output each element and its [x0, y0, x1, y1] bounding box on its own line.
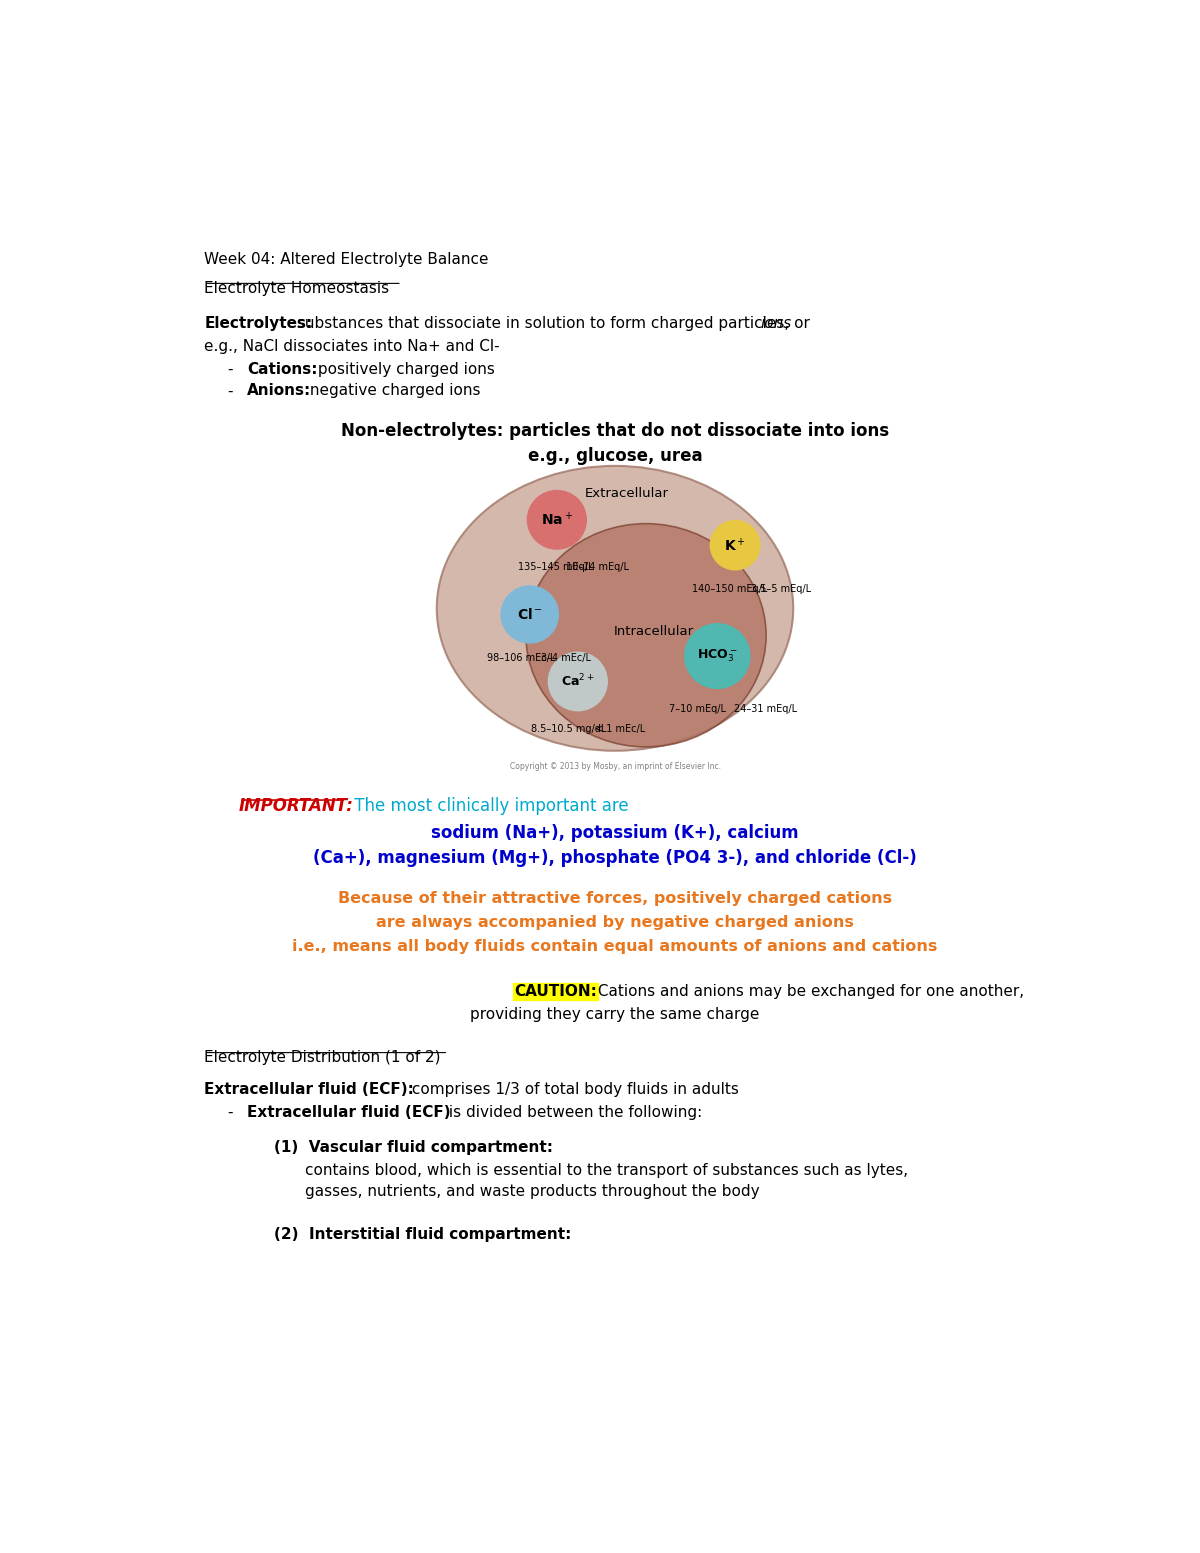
Text: contains blood, which is essential to the transport of substances such as lytes,: contains blood, which is essential to th… [305, 1163, 908, 1177]
Circle shape [685, 624, 750, 688]
Text: Extracellular fluid (ECF): Extracellular fluid (ECF) [247, 1106, 450, 1120]
Text: (Ca+), magnesium (Mg+), phosphate (PO4 3-), and chloride (Cl-): (Ca+), magnesium (Mg+), phosphate (PO4 3… [313, 848, 917, 867]
Text: Extracellular fluid (ECF):: Extracellular fluid (ECF): [204, 1082, 414, 1096]
Text: comprises 1/3 of total body fluids in adults: comprises 1/3 of total body fluids in ad… [407, 1082, 739, 1096]
Text: negative charged ions: negative charged ions [305, 384, 480, 399]
Text: providing they carry the same charge: providing they carry the same charge [470, 1008, 760, 1022]
Circle shape [502, 585, 558, 643]
Text: Week 04: Altered Electrolyte Balance: Week 04: Altered Electrolyte Balance [204, 252, 488, 267]
Text: 135–145 mEq/L: 135–145 mEq/L [518, 562, 594, 572]
Text: 98–106 mEc/L: 98–106 mEc/L [487, 652, 556, 663]
Text: (1)  Vascular fluid compartment:: (1) Vascular fluid compartment: [274, 1140, 553, 1154]
Text: (2)  Interstitial fluid compartment:: (2) Interstitial fluid compartment: [274, 1227, 571, 1242]
Text: ions: ions [761, 315, 792, 331]
Text: 7–10 mEq/L: 7–10 mEq/L [670, 704, 726, 714]
Ellipse shape [526, 523, 766, 747]
Text: Extracellular: Extracellular [584, 488, 668, 500]
Text: 140–150 mEq/L: 140–150 mEq/L [692, 584, 768, 593]
Text: is divided between the following:: is divided between the following: [444, 1106, 703, 1120]
Text: 8.5–10.5 mg/dL: 8.5–10.5 mg/dL [532, 724, 607, 735]
Text: 10–14 mEq/L: 10–14 mEq/L [566, 562, 629, 572]
Text: IMPORTANT:: IMPORTANT: [239, 797, 354, 815]
Text: -: - [228, 1106, 233, 1120]
Text: 24–31 mEq/L: 24–31 mEq/L [734, 704, 798, 714]
Text: Electrolyte Homeostasis: Electrolyte Homeostasis [204, 281, 389, 297]
Text: Anions:: Anions: [247, 384, 311, 399]
Text: Cations and anions may be exchanged for one another,: Cations and anions may be exchanged for … [593, 985, 1025, 999]
Text: Ca$^{2+}$: Ca$^{2+}$ [562, 672, 594, 690]
Text: Intracellular: Intracellular [613, 624, 694, 638]
Text: Electrolyte Distribution (1 of 2): Electrolyte Distribution (1 of 2) [204, 1050, 440, 1064]
Text: < 1 mEc/L: < 1 mEc/L [595, 724, 646, 735]
Text: Na$^+$: Na$^+$ [541, 511, 572, 528]
Text: Non-electrolytes: particles that do not dissociate into ions: Non-electrolytes: particles that do not … [341, 422, 889, 439]
Text: Cl$^-$: Cl$^-$ [517, 607, 542, 623]
Text: Because of their attractive forces, positively charged cations: Because of their attractive forces, posi… [338, 891, 892, 905]
Text: 3–4 mEc/L: 3–4 mEc/L [541, 652, 592, 663]
Text: substances that dissociate in solution to form charged particles, or: substances that dissociate in solution t… [292, 315, 815, 331]
Text: 3.5–5 mEq/L: 3.5–5 mEq/L [751, 584, 811, 593]
Text: e.g., NaCl dissociates into Na+ and Cl-: e.g., NaCl dissociates into Na+ and Cl- [204, 339, 500, 354]
Text: -: - [228, 362, 233, 377]
Text: -: - [228, 384, 233, 399]
Text: i.e., means all body fluids contain equal amounts of anions and cations: i.e., means all body fluids contain equa… [293, 938, 937, 954]
Circle shape [528, 491, 587, 550]
Circle shape [710, 520, 760, 570]
Text: gasses, nutrients, and waste products throughout the body: gasses, nutrients, and waste products th… [305, 1185, 760, 1199]
Text: positively charged ions: positively charged ions [313, 362, 494, 377]
Text: The most clinically important are: The most clinically important are [349, 797, 634, 815]
Ellipse shape [437, 466, 793, 750]
Text: are always accompanied by negative charged anions: are always accompanied by negative charg… [376, 915, 854, 930]
Text: K$^+$: K$^+$ [725, 536, 746, 554]
Text: HCO$_3^-$: HCO$_3^-$ [697, 648, 738, 665]
Text: Electrolytes:: Electrolytes: [204, 315, 312, 331]
Text: CAUTION:: CAUTION: [515, 985, 598, 999]
Circle shape [548, 652, 607, 711]
Text: sodium (Na+), potassium (K+), calcium: sodium (Na+), potassium (K+), calcium [431, 825, 799, 842]
Text: Cations:: Cations: [247, 362, 317, 377]
Text: Copyright © 2013 by Mosby, an imprint of Elsevier Inc.: Copyright © 2013 by Mosby, an imprint of… [510, 763, 720, 772]
Text: e.g., glucose, urea: e.g., glucose, urea [528, 447, 702, 464]
